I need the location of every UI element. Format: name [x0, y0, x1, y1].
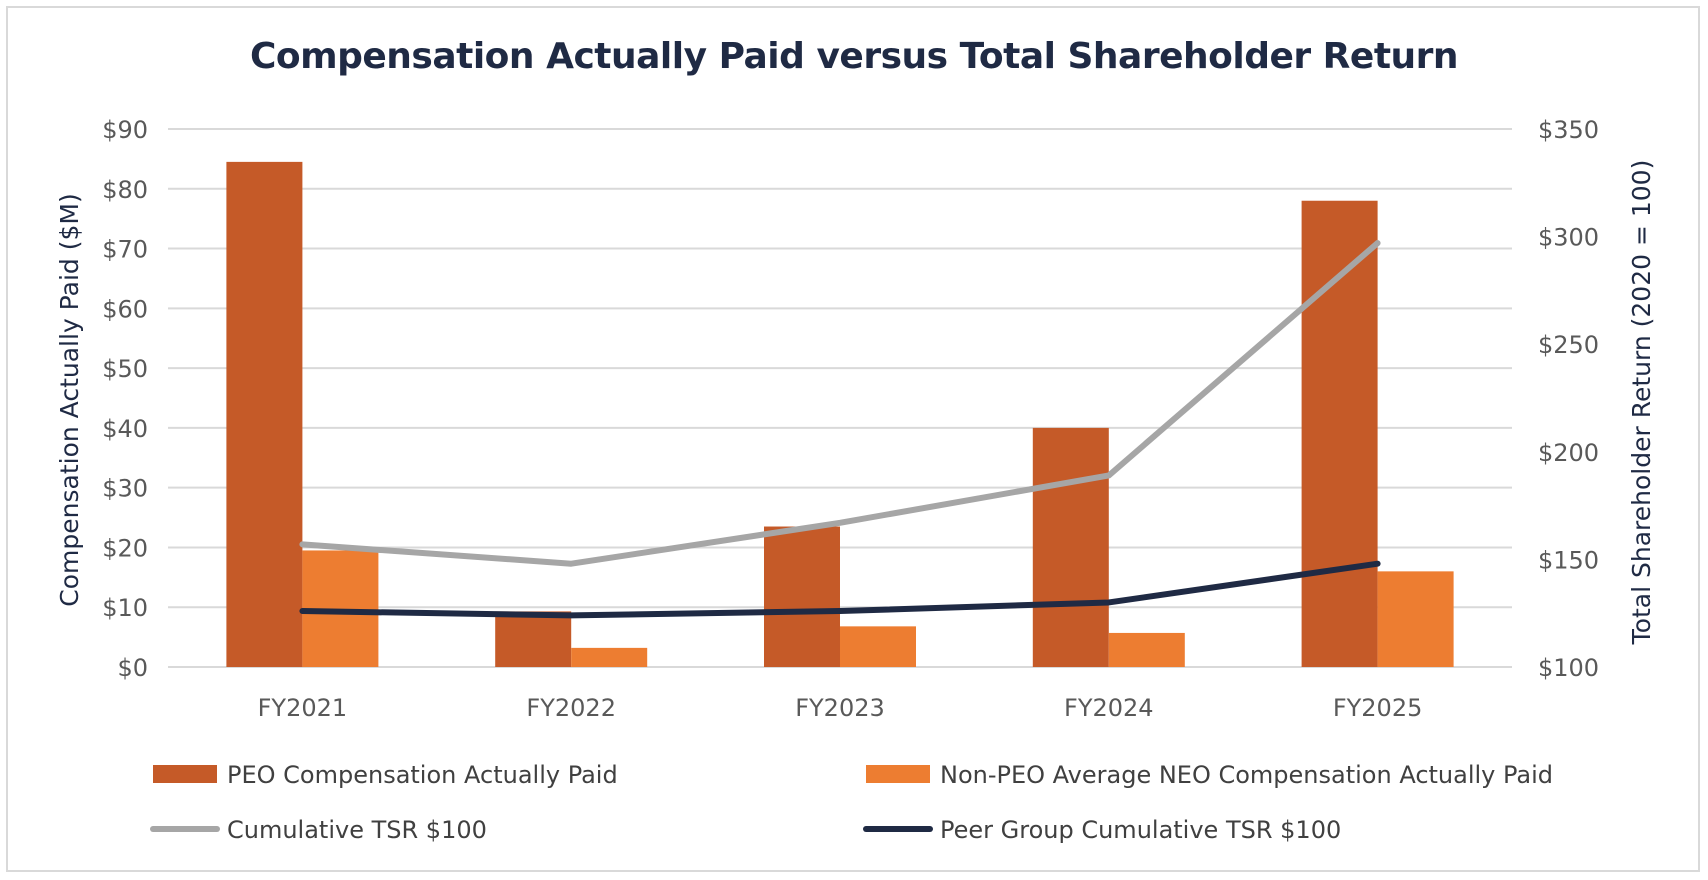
bar-peo-fy2025	[1301, 200, 1378, 667]
y2-tick-label: $100	[1538, 654, 1599, 682]
y-tick-label: $80	[102, 176, 148, 204]
bar-non-peo-fy2024	[1108, 632, 1185, 667]
y2-tick-label: $350	[1538, 116, 1599, 144]
legend-swatch	[153, 765, 217, 783]
y-tick-label: $90	[102, 116, 148, 144]
chart-frame	[6, 6, 1700, 872]
y-tick-label: $0	[117, 654, 148, 682]
y-tick-label: $30	[102, 475, 148, 503]
y-tick-label: $70	[102, 236, 148, 264]
y-tick-label: $20	[102, 534, 148, 562]
bar-peo-fy2024	[1032, 427, 1109, 667]
legend: PEO Compensation Actually Paid Non-PEO Av…	[150, 761, 1553, 844]
bar-peo-fy2023	[764, 526, 840, 667]
y-tick-label: $60	[102, 295, 148, 323]
bars	[226, 161, 1454, 667]
y2-tick-label: $250	[1538, 331, 1599, 359]
bar-non-peo-fy2022	[571, 647, 648, 667]
legend-label: Peer Group Cumulative TSR $100	[940, 816, 1341, 844]
bar-peo-fy2021	[226, 161, 303, 667]
y-tick-label: $40	[102, 415, 148, 443]
y-axis-title: Compensation Actually Paid ($M)	[55, 193, 84, 606]
chart-title: Compensation Actually Paid versus Total …	[249, 36, 1459, 77]
x-tick-label: FY2021	[258, 694, 348, 722]
y2-tick-label: $300	[1538, 224, 1599, 252]
y2-tick-label: $200	[1538, 439, 1599, 467]
axis-ticks: $0 $10 $20 $30 $40 $50 $60 $70 $80 $90 $100 $150 $20…	[102, 116, 1599, 722]
y2-axis-title: Total Shareholder Return (2020 = 100)	[1627, 160, 1656, 646]
legend-label: PEO Compensation Actually Paid	[227, 761, 618, 789]
series-lines	[299, 240, 1381, 619]
x-tick-label: FY2024	[1064, 694, 1154, 722]
x-tick-label: FY2022	[526, 694, 616, 722]
y-tick-label: $50	[102, 355, 148, 383]
legend-label: Cumulative TSR $100	[227, 816, 487, 844]
legend-swatch	[866, 765, 930, 783]
line-peer-group-tsr	[299, 560, 1381, 619]
legend-label: Non-PEO Average NEO Compensation Actuall…	[940, 761, 1553, 789]
gridlines	[168, 128, 1512, 668]
x-tick-label: FY2023	[795, 694, 885, 722]
bar-non-peo-fy2025	[1377, 571, 1454, 667]
y2-tick-label: $150	[1538, 546, 1599, 574]
line-cumulative-tsr	[299, 240, 1381, 567]
y-tick-label: $10	[102, 594, 148, 622]
bar-non-peo-fy2023	[840, 626, 916, 667]
bar-peo-fy2022	[495, 611, 572, 667]
x-tick-label: FY2025	[1333, 694, 1423, 722]
